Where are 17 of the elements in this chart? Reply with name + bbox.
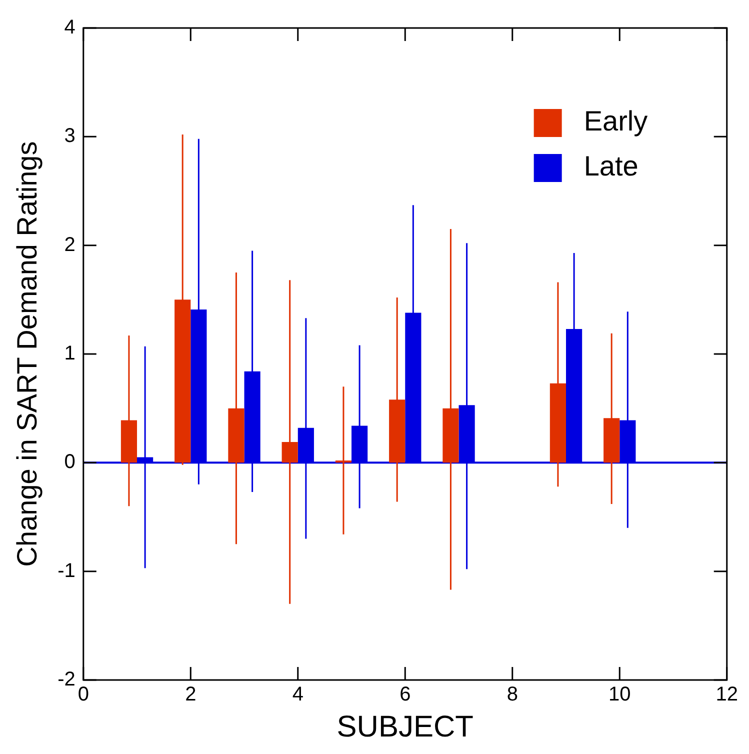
y-tick-label: 1 [64,342,76,365]
y-tick-label: 4 [64,16,76,39]
x-tick-label: 12 [716,684,738,706]
y-tick-label: -1 [58,560,76,582]
x-tick-label: 10 [608,684,631,706]
legend-label: Late [584,150,638,182]
y-tick-label: -2 [58,668,76,691]
x-axis-title: SUBJECT [336,710,474,744]
y-axis-title: Change in SART Demand Ratings [12,141,43,567]
x-tick-label: 2 [185,684,196,706]
y-tick-label: 3 [64,125,76,148]
x-tick-label: 6 [400,684,411,706]
y-tick-label: 2 [64,234,76,256]
x-tick-label: 4 [292,684,304,706]
y-tick-label: 0 [64,451,76,474]
x-tick-label: 8 [506,684,518,706]
legend-label: Early [584,106,648,137]
